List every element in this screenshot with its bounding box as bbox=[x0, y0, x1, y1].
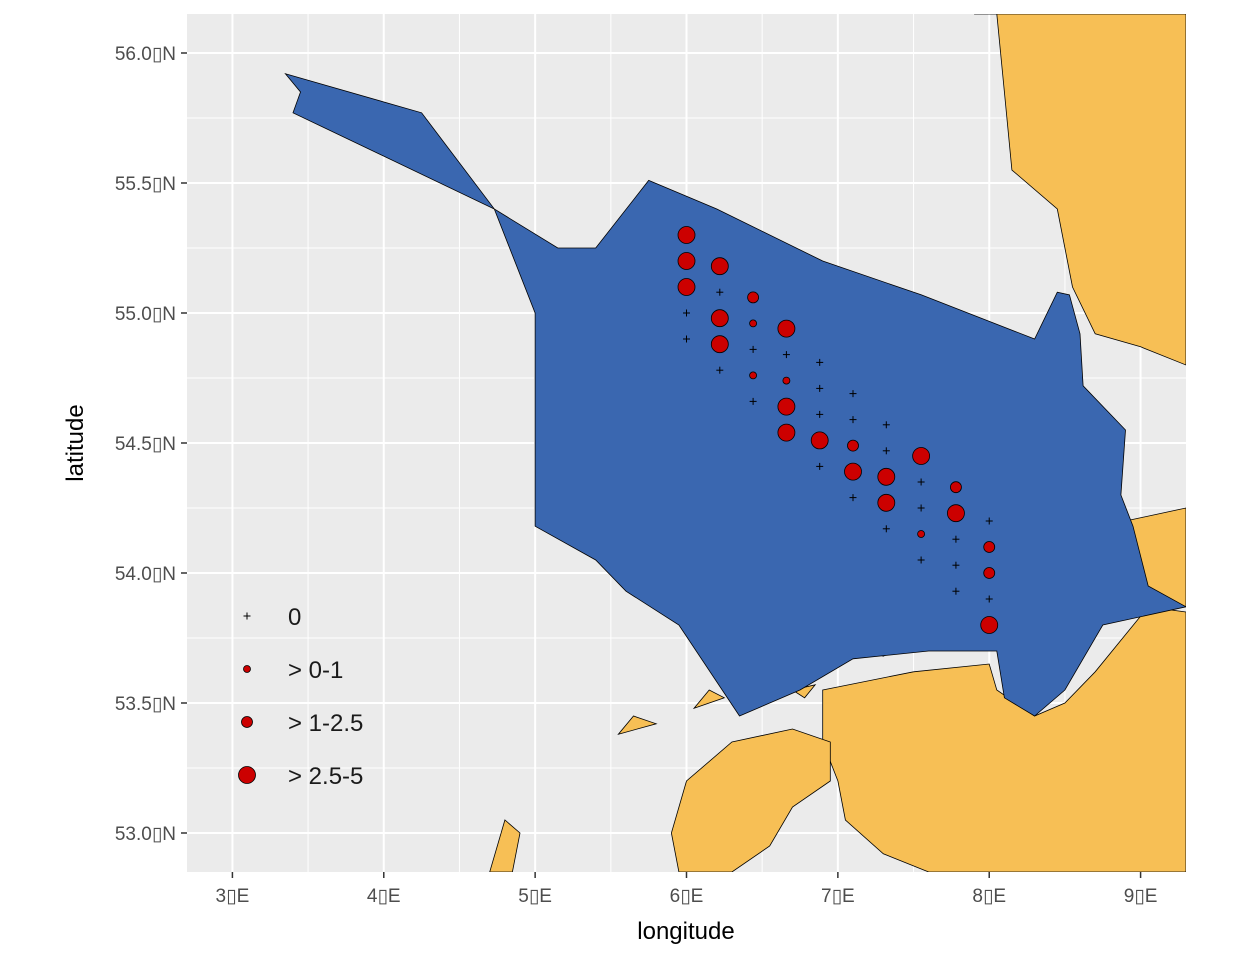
land-polygon bbox=[974, 14, 1186, 366]
station-point bbox=[816, 410, 824, 418]
station-point bbox=[912, 447, 931, 465]
station-point bbox=[677, 252, 696, 270]
y-axis: 53.0▯N 53.5▯N 54.0▯N 54.5▯N 55.0▯N 55.5▯N 56.0… bbox=[115, 44, 187, 845]
station-point bbox=[952, 587, 960, 595]
station-point bbox=[747, 291, 759, 304]
x-axis: 3▯E 4▯E 5▯E 6▯E 7▯E 8▯E 9▯E bbox=[216, 872, 1158, 907]
station-point bbox=[683, 309, 690, 317]
station-point bbox=[716, 366, 724, 374]
legend-label: 0 bbox=[288, 604, 301, 631]
station-point bbox=[917, 556, 925, 564]
legend-key bbox=[241, 716, 253, 728]
station-points-layer bbox=[677, 226, 999, 634]
x-tick-label: 7▯E bbox=[821, 886, 855, 907]
station-point bbox=[983, 567, 996, 579]
station-point bbox=[710, 309, 729, 328]
survey-area-layer bbox=[284, 73, 1186, 717]
station-point bbox=[777, 319, 796, 338]
station-point bbox=[683, 335, 690, 343]
land-polygon bbox=[617, 715, 658, 735]
x-axis-title: longitude bbox=[637, 918, 734, 945]
legend-key bbox=[243, 665, 251, 673]
x-tick-label: 3▯E bbox=[216, 886, 250, 907]
legend-key bbox=[243, 612, 251, 620]
y-tick-label: 55.0▯N bbox=[115, 304, 176, 325]
station-point bbox=[710, 257, 729, 276]
station-point bbox=[877, 467, 896, 486]
station-point bbox=[917, 478, 925, 486]
station-point bbox=[849, 416, 857, 424]
x-tick-label: 9▯E bbox=[1124, 886, 1158, 907]
x-tick-label: 6▯E bbox=[670, 886, 704, 907]
station-point bbox=[844, 462, 862, 481]
station-point bbox=[985, 517, 993, 525]
station-point bbox=[849, 390, 857, 398]
station-point bbox=[710, 335, 729, 354]
station-point bbox=[782, 376, 791, 385]
x-tick-label: 4▯E bbox=[367, 886, 401, 907]
land-polygon bbox=[822, 606, 1186, 872]
station-point bbox=[816, 358, 824, 366]
station-point bbox=[810, 431, 829, 450]
station-point bbox=[985, 595, 993, 603]
station-point bbox=[882, 447, 890, 455]
land-polygon bbox=[489, 819, 521, 872]
station-point bbox=[716, 288, 724, 296]
y-tick-label: 54.5▯N bbox=[115, 434, 176, 455]
survey-area-polygon bbox=[284, 73, 1186, 717]
station-point bbox=[782, 351, 790, 359]
legend-label: > 1-2.5 bbox=[288, 710, 363, 737]
y-axis-title: latitude bbox=[62, 404, 89, 481]
legend: 0 > 0-1 > 1-2.5 > 2.5-5 bbox=[238, 604, 363, 790]
station-point bbox=[950, 481, 962, 494]
station-point bbox=[882, 421, 890, 429]
station-point bbox=[749, 371, 757, 380]
station-point bbox=[983, 541, 996, 553]
x-tick-label: 8▯E bbox=[972, 886, 1006, 907]
land-polygon bbox=[692, 689, 726, 710]
y-tick-label: 53.0▯N bbox=[115, 824, 176, 845]
station-point bbox=[749, 319, 757, 328]
station-point bbox=[677, 226, 696, 244]
legend-label: > 2.5-5 bbox=[288, 763, 363, 790]
legend-label: > 0-1 bbox=[288, 657, 343, 684]
station-point bbox=[917, 504, 925, 512]
station-point bbox=[917, 530, 926, 538]
x-tick-label: 5▯E bbox=[518, 886, 552, 907]
station-point bbox=[777, 397, 796, 416]
station-point bbox=[849, 494, 857, 502]
station-point bbox=[952, 535, 960, 543]
legend-key bbox=[238, 766, 256, 784]
station-point bbox=[816, 384, 824, 392]
station-point bbox=[877, 493, 896, 512]
y-tick-label: 56.0▯N bbox=[115, 44, 176, 65]
land-polygon bbox=[670, 728, 831, 872]
station-point bbox=[749, 397, 757, 405]
station-point bbox=[882, 525, 890, 533]
y-tick-label: 54.0▯N bbox=[115, 564, 176, 585]
station-point bbox=[847, 439, 859, 452]
station-point bbox=[947, 504, 965, 523]
y-tick-label: 55.5▯N bbox=[115, 174, 176, 195]
y-tick-label: 53.5▯N bbox=[115, 694, 176, 715]
station-point bbox=[677, 278, 696, 296]
station-point bbox=[816, 462, 824, 470]
station-point bbox=[952, 561, 960, 569]
station-point bbox=[980, 616, 999, 634]
station-point bbox=[749, 345, 757, 353]
station-point bbox=[777, 423, 796, 442]
